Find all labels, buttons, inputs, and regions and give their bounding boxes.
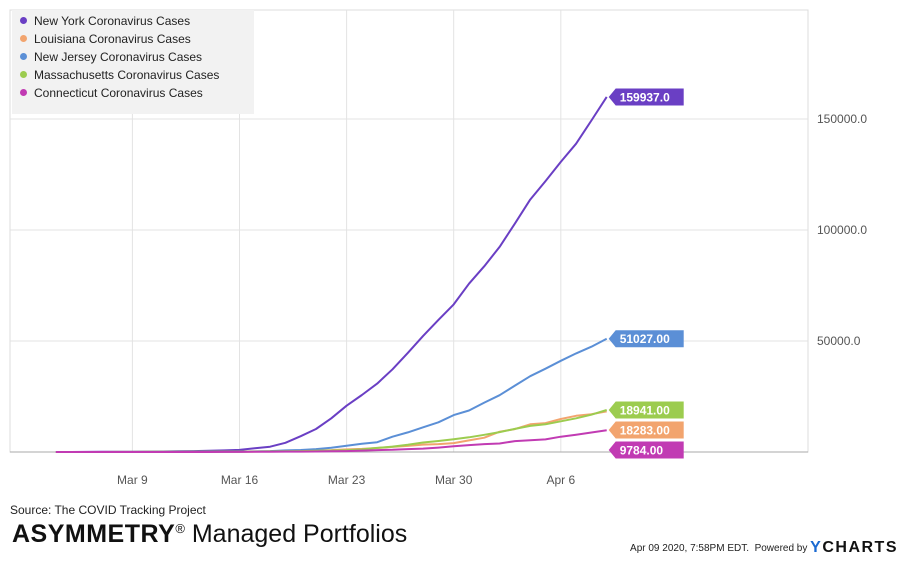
series-line <box>55 337 608 453</box>
end-value-label: 9784.00 <box>620 443 664 457</box>
legend-label: Louisiana Coronavirus Cases <box>34 32 191 46</box>
x-tick-label: Mar 16 <box>221 473 259 487</box>
y-tick-label: 150000.0 <box>817 112 867 126</box>
end-label-tag <box>608 421 684 439</box>
series-lines <box>55 96 608 453</box>
end-label-tag <box>608 330 684 348</box>
line-chart: 50000.0 100000.0 150000.0 Mar 9 Mar 16 Mar 23… <box>9 9 867 487</box>
x-tick-label: Mar 23 <box>328 473 366 487</box>
y-tick-label: 100000.0 <box>817 223 867 237</box>
legend-label: New York Coronavirus Cases <box>34 14 191 28</box>
legend-marker <box>20 71 27 78</box>
x-tick-label: Apr 6 <box>546 473 575 487</box>
end-label-tag <box>608 88 684 106</box>
legend-item-new-jersey[interactable]: New Jersey Coronavirus Cases <box>20 50 202 64</box>
x-tick-label: Mar 30 <box>435 473 473 487</box>
end-label-tag <box>608 401 684 419</box>
brand-tagline: Managed Portfolios <box>191 520 408 548</box>
legend-label: Connecticut Coronavirus Cases <box>34 86 203 100</box>
legend-item-massachusetts[interactable]: Massachusetts Coronavirus Cases <box>20 68 219 82</box>
powered-by-label: Powered by <box>754 543 808 554</box>
timestamp: Apr 09 2020, 7:58PM EDT. <box>630 543 749 554</box>
source-note: Source: The COVID Tracking Project <box>10 503 206 517</box>
brand-logo: ASYMMETRY® Managed Portfolios <box>12 520 407 549</box>
x-tick-label: Mar 9 <box>117 473 148 487</box>
ycharts-logo-y: Y <box>810 539 823 556</box>
legend-marker <box>20 17 27 24</box>
end-value-label: 51027.00 <box>620 332 670 346</box>
chart-footer: Apr 09 2020, 7:58PM EDT. Powered by YCHA… <box>630 539 898 557</box>
brand-name: ASYMMETRY <box>12 520 176 548</box>
legend-marker <box>20 89 27 96</box>
legend: New York Coronavirus Cases Louisiana Cor… <box>12 10 254 114</box>
legend-marker <box>20 35 27 42</box>
series-line <box>55 409 607 453</box>
ycharts-logo[interactable]: YCHARTS <box>810 539 898 556</box>
registered-mark: ® <box>175 521 185 536</box>
axis-labels: 50000.0 100000.0 150000.0 Mar 9 Mar 16 Mar 23… <box>117 112 867 487</box>
series-line <box>55 429 607 453</box>
legend-item-connecticut[interactable]: Connecticut Coronavirus Cases <box>20 86 203 100</box>
legend-item-louisiana[interactable]: Louisiana Coronavirus Cases <box>20 32 191 46</box>
y-tick-label: 50000.0 <box>817 334 861 348</box>
ycharts-logo-text: CHARTS <box>822 539 898 556</box>
end-value-labels: 159937.0 51027.00 18941.00 18283.00 9784.00 <box>608 88 684 459</box>
series-line <box>55 96 608 453</box>
legend-label: New Jersey Coronavirus Cases <box>34 50 203 64</box>
end-label-tag <box>608 441 684 459</box>
legend-item-new-york[interactable]: New York Coronavirus Cases <box>20 14 190 28</box>
end-value-label: 159937.0 <box>620 90 670 104</box>
legend-marker <box>20 53 27 60</box>
end-value-label: 18283.00 <box>620 423 670 437</box>
legend-label: Massachusetts Coronavirus Cases <box>34 68 220 82</box>
end-value-label: 18941.00 <box>620 403 670 417</box>
